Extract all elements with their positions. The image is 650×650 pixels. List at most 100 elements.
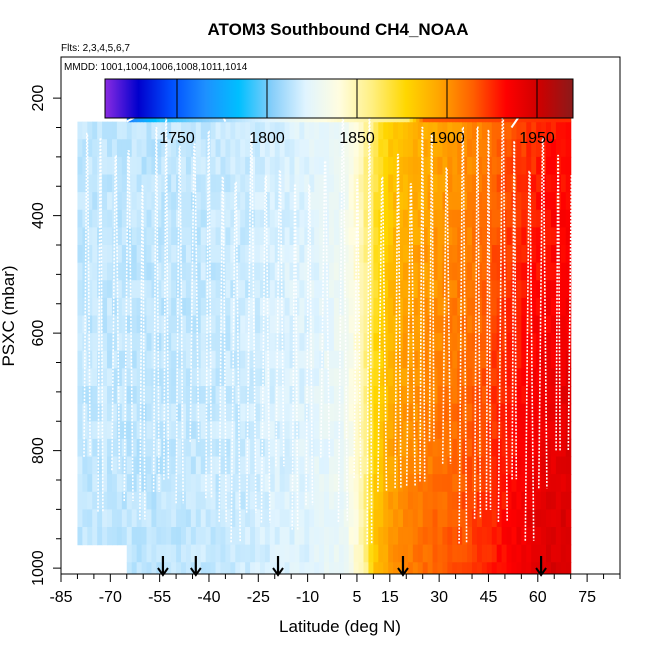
heatmap-cell [358,438,365,458]
heatmap-cell [107,527,113,546]
heatmap-cell [284,474,291,493]
heatmap-cell [156,509,162,528]
heatmap-cell [565,350,572,369]
heatmap-cell [476,456,483,475]
heatmap-cell [338,544,345,563]
heatmap-cell [92,139,98,158]
heatmap-cell [116,368,123,387]
heatmap-cell [111,456,118,475]
heatmap-cell [294,333,300,352]
heatmap-cell [481,491,488,510]
heatmap-cell [319,509,325,528]
heatmap-cell [136,333,143,352]
heatmap-cell [368,227,374,246]
heatmap-cell [176,297,182,317]
heatmap-cell [511,544,518,563]
heatmap-cell [185,491,192,510]
heatmap-cell [417,174,424,193]
heatmap-cell [437,403,444,422]
heatmap-cell [225,333,231,352]
heatmap-cell [230,456,236,475]
heatmap-cell [422,245,429,264]
heatmap-cell [121,139,128,158]
heatmap-cell [87,527,93,546]
heatmap-cell [314,474,320,493]
heatmap-cell [131,262,138,281]
heatmap-cell [102,368,108,387]
heatmap-cell [279,544,286,563]
heatmap-cell [496,491,503,510]
heatmap-cell [200,544,207,563]
heatmap-cell [328,209,335,228]
heatmap-cell [220,280,227,299]
heatmap-cell [156,280,162,299]
heatmap-cell [407,403,414,422]
heatmap-cell [442,227,448,246]
heatmap-cell [111,297,118,317]
heatmap-cell [491,315,498,334]
heatmap-cell [195,491,202,510]
heatmap-cell [161,262,167,281]
heatmap-cell [412,350,419,369]
heatmap-cell [506,403,513,422]
heatmap-cell [546,156,552,176]
heatmap-cell [220,156,227,176]
heatmap-cell [304,297,310,317]
heatmap-cell [314,139,320,158]
heatmap-cell [225,139,231,158]
heatmap-cell [368,121,374,140]
heatmap-cell [210,386,217,405]
heatmap-cell [116,333,123,352]
heatmap-cell [363,297,370,317]
heatmap-cell [491,245,498,264]
heatmap-cell [176,562,182,574]
heatmap-cell [442,333,448,352]
heatmap-cell [220,315,227,334]
heatmap-cell [565,227,572,246]
heatmap-cell [121,509,128,528]
heatmap-cell [338,403,345,422]
heatmap-cell [146,262,153,281]
heatmap-cell [319,368,325,387]
heatmap-cell [541,562,547,574]
heatmap-cell [476,403,483,422]
heatmap-cell [220,245,227,264]
heatmap-cell [565,315,572,334]
heatmap-cell [319,333,325,352]
heatmap-cell [467,245,473,264]
heatmap-cell [521,368,527,387]
heatmap-cell [289,139,296,158]
heatmap-cell [314,421,320,440]
x-tick-label: 60 [529,589,547,606]
heatmap-cell [289,368,296,387]
heatmap-cell [200,386,207,405]
heatmap-cell [324,368,330,387]
heatmap-cell [304,156,310,176]
heatmap-cell [462,139,468,158]
heatmap-cell [348,139,355,158]
heatmap-cell [299,544,305,563]
heatmap-cell [264,156,271,176]
heatmap-cell [185,245,192,264]
heatmap-cell [402,192,409,211]
heatmap-cell [491,474,498,493]
heatmap-cell [363,121,370,140]
heatmap-cell [491,227,498,246]
heatmap-cell [442,421,448,440]
heatmap-cell [161,280,167,299]
heatmap-cell [304,562,310,574]
heatmap-cell [353,315,360,334]
heatmap-cell [324,297,330,317]
heatmap-cell [156,192,162,211]
heatmap-cell [560,156,567,176]
heatmap-cell [348,333,355,352]
heatmap-cell [363,544,370,563]
heatmap-cell [299,262,305,281]
heatmap-cell [338,386,345,405]
heatmap-cell [245,350,251,369]
heatmap-cell [343,562,350,574]
heatmap-cell [240,368,246,387]
heatmap-cell [338,491,345,510]
heatmap-cell [506,368,513,387]
heatmap-cell [250,474,256,493]
